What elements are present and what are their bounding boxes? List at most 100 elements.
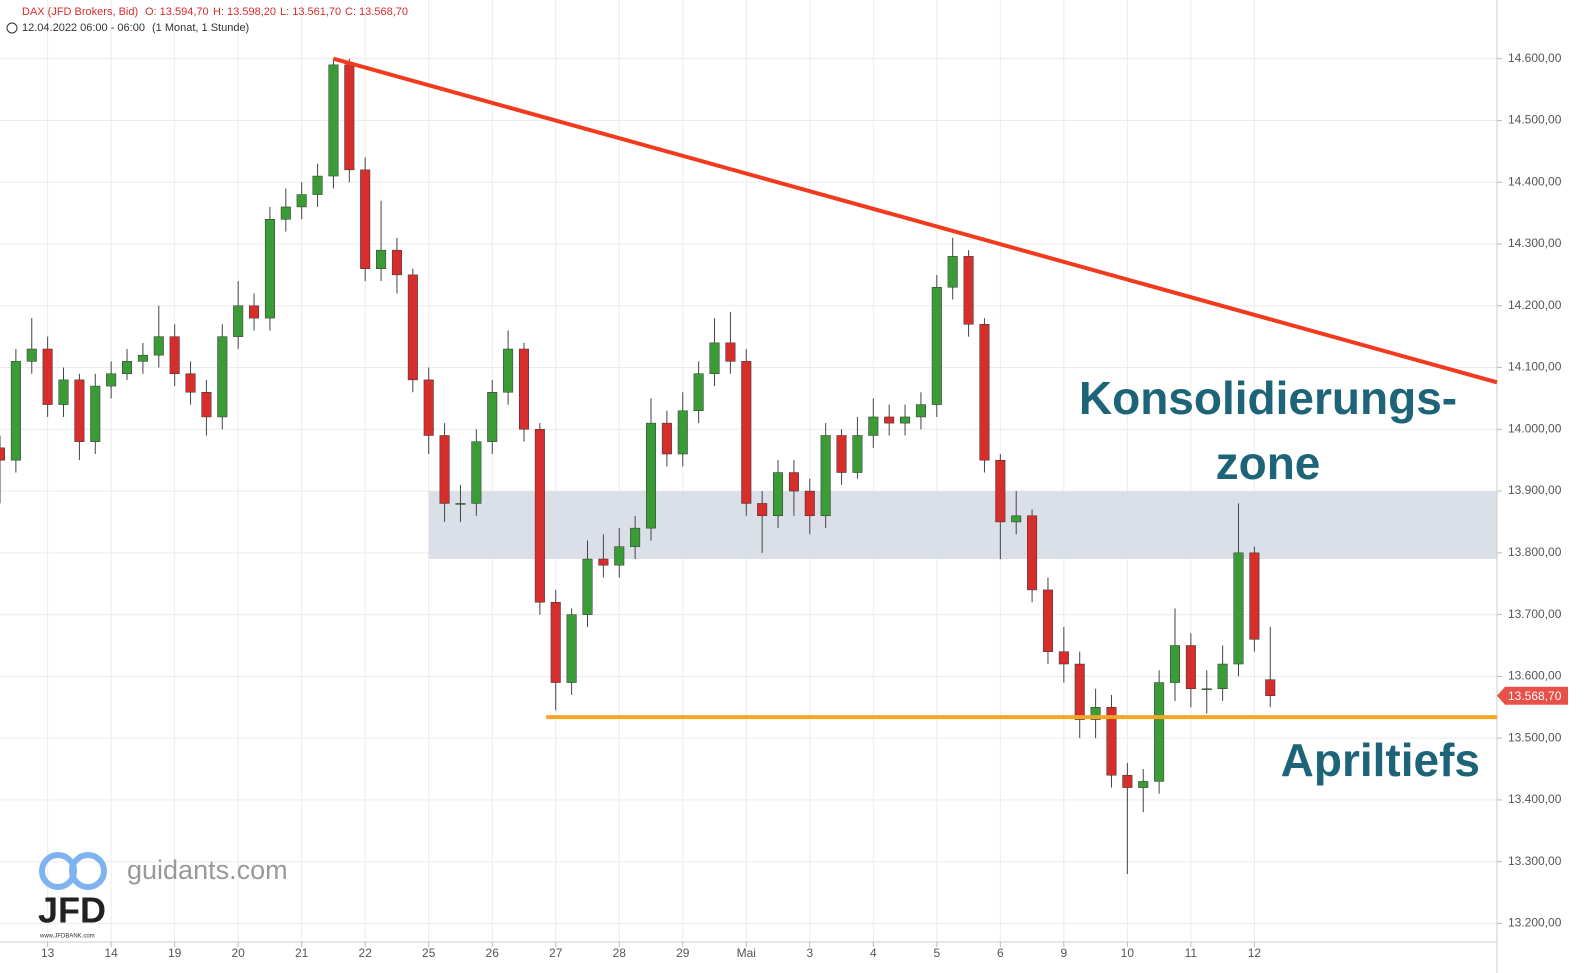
x-tick-label: 4 (870, 946, 877, 960)
header: DAX (JFD Brokers, Bid) O: 13.594,70 H: 1… (6, 6, 408, 34)
close: C: 13.568,70 (345, 6, 408, 18)
candle-body (1154, 682, 1165, 782)
x-tick-label: 11 (1185, 946, 1198, 960)
candle-body (74, 379, 85, 442)
y-tick-label: 13.600,00 (1508, 669, 1562, 683)
x-tick-label: 27 (549, 946, 563, 960)
x-tick-label: 6 (997, 946, 1004, 960)
candle-body (645, 422, 657, 529)
y-tick-label: 13.300,00 (1508, 854, 1562, 868)
candle-body (661, 422, 672, 455)
candle-body (106, 373, 117, 387)
low: L: 13.561,70 (280, 6, 341, 18)
candle-body (677, 410, 688, 455)
candle-body (137, 354, 148, 362)
candle-body (249, 305, 260, 319)
x-tick-label: 13 (41, 946, 55, 960)
candle-body (233, 305, 244, 337)
candle-body (376, 249, 387, 269)
candle-body (312, 175, 323, 195)
candle-body (995, 459, 1006, 523)
candle-body (725, 342, 736, 362)
x-tick-label: 22 (359, 946, 373, 960)
candle-body (1106, 707, 1117, 776)
x-tick-label: 20 (231, 946, 245, 960)
candle-body (614, 546, 625, 566)
symbol: DAX (JFD Brokers, Bid) (22, 6, 138, 18)
candle-body (773, 472, 784, 517)
candle-body (868, 416, 879, 436)
candle-body (90, 385, 101, 442)
candle-body (741, 361, 752, 504)
candle-body (122, 361, 133, 374)
date: 12.04.2022 06:00 - 06:00 (22, 22, 145, 34)
candle-body (1249, 552, 1260, 640)
candle-body (804, 490, 815, 517)
candle-body (391, 249, 402, 276)
url: www.JFDBANK.com (39, 934, 95, 940)
candle-body (884, 416, 895, 424)
x-tick-label: 25 (422, 946, 436, 960)
y-tick-label: 13.900,00 (1508, 483, 1562, 497)
candle-body (1122, 774, 1133, 788)
candle-body (1138, 781, 1149, 788)
candle-body (1074, 663, 1085, 720)
candle-body (1042, 589, 1053, 652)
consolidation-zone (428, 491, 1497, 560)
candle-body (264, 219, 275, 319)
candle-body (566, 614, 577, 683)
logo-ring (69, 852, 107, 890)
candle-body (58, 379, 69, 405)
x-tick-label: 28 (613, 946, 627, 960)
candle-body (1217, 663, 1228, 689)
candle-body (487, 391, 498, 442)
candle-body (852, 435, 863, 473)
candle-body (963, 256, 974, 325)
candle-body (550, 602, 561, 683)
candle-body (947, 256, 958, 288)
watermark: guidants.com JFD www.JFDBANK.com (38, 852, 288, 940)
y-tick-label: 13.400,00 (1508, 792, 1562, 806)
x-tick-label: 26 (486, 946, 500, 960)
candle-body (360, 169, 371, 269)
x-tick-label: Mai (737, 946, 756, 960)
candle-body (900, 416, 911, 424)
candle-body (534, 429, 545, 603)
x-tick-label: 29 (676, 946, 690, 960)
x-tick-label: 19 (168, 946, 182, 960)
high: H: 13.598,20 (213, 6, 276, 18)
candle-body (979, 324, 990, 461)
candle-body (1011, 515, 1022, 523)
y-tick-label: 14.400,00 (1508, 174, 1562, 188)
candle-body (836, 435, 847, 473)
candle-body (1058, 651, 1069, 665)
annotation: zone (1216, 437, 1321, 489)
candle-body (280, 206, 291, 220)
candle-body (471, 441, 482, 504)
grid (0, 0, 1497, 942)
y-tick-label: 13.700,00 (1508, 607, 1562, 621)
candle-body (0, 447, 6, 461)
candle-body (439, 435, 450, 504)
clock-icon (6, 22, 18, 34)
x-tick-label: 21 (295, 946, 309, 960)
candle-body (1027, 515, 1038, 591)
candle-body (931, 286, 942, 405)
price-tag (1497, 686, 1568, 705)
candle-body (26, 348, 37, 362)
candle-body (1265, 679, 1276, 696)
annotation: Apriltiefs (1281, 734, 1480, 786)
site: guidants.com (127, 855, 288, 885)
y-tick-label: 14.500,00 (1508, 113, 1562, 127)
annotation: Konsolidierungs- (1079, 372, 1457, 424)
candle-body (582, 558, 593, 615)
candle-body (788, 472, 799, 492)
candle-body (455, 503, 466, 505)
candle-body (407, 274, 418, 381)
candle-body (915, 404, 926, 418)
candle-body (1201, 688, 1212, 690)
candle-body (1185, 645, 1196, 689)
x-tick-label: 9 (1060, 946, 1067, 960)
candle-body (328, 64, 339, 177)
